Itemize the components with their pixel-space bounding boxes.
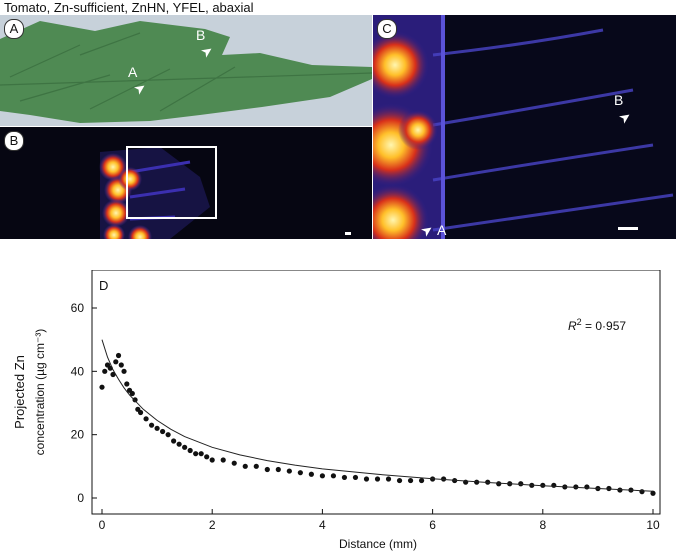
data-point bbox=[115, 352, 122, 359]
data-point bbox=[198, 451, 204, 457]
x-tick-label: 8 bbox=[539, 518, 546, 532]
data-point bbox=[160, 428, 166, 435]
data-point bbox=[99, 384, 105, 390]
x-tick-label: 10 bbox=[646, 518, 660, 532]
scale-bar bbox=[345, 232, 351, 235]
x-tick-label: 2 bbox=[209, 518, 216, 532]
data-point bbox=[124, 381, 130, 387]
data-point bbox=[253, 463, 259, 469]
data-point bbox=[220, 457, 226, 463]
data-point bbox=[463, 479, 469, 485]
panel-b-letter: B bbox=[4, 131, 24, 151]
data-point bbox=[231, 460, 237, 466]
data-point bbox=[102, 368, 108, 374]
x-tick-label: 6 bbox=[429, 518, 436, 532]
panel-a-leaf-photo: A A ➤ B ➤ bbox=[0, 15, 372, 126]
r-squared-label: R bbox=[568, 319, 577, 333]
y-tick-label: 60 bbox=[71, 301, 85, 315]
y-tick-label: 0 bbox=[77, 491, 84, 505]
panel-b-heatmap-overview: B bbox=[0, 127, 372, 239]
data-point bbox=[496, 481, 502, 487]
data-point bbox=[275, 466, 281, 473]
data-point bbox=[165, 432, 171, 438]
panel-c-heatmap-zoom: C B ➤ ➤ A bbox=[373, 15, 676, 239]
r-squared-value: = 0·957 bbox=[582, 319, 627, 333]
data-point bbox=[606, 485, 612, 492]
x-tick-label: 0 bbox=[99, 518, 106, 532]
data-point bbox=[396, 477, 403, 484]
data-point bbox=[374, 476, 381, 482]
x-tick-label: 4 bbox=[319, 518, 326, 532]
data-point bbox=[121, 368, 127, 374]
scale-bar bbox=[618, 227, 638, 230]
data-point bbox=[113, 359, 119, 365]
y-axis-label-line1: Projected Zn bbox=[12, 355, 27, 429]
data-point bbox=[286, 468, 292, 474]
data-point bbox=[584, 484, 590, 490]
data-point bbox=[118, 362, 124, 368]
data-point bbox=[639, 489, 645, 495]
data-point bbox=[204, 454, 210, 460]
data-point bbox=[319, 473, 325, 479]
data-point bbox=[176, 441, 182, 447]
plot-frame bbox=[91, 270, 661, 515]
data-point bbox=[385, 476, 392, 482]
data-point bbox=[352, 474, 359, 481]
marker-a-label: A bbox=[437, 222, 447, 238]
data-point bbox=[110, 371, 116, 378]
data-point bbox=[187, 447, 193, 454]
y-tick-label: 40 bbox=[71, 364, 85, 378]
heatmap-overview-illustration bbox=[99, 146, 217, 239]
data-point bbox=[363, 476, 370, 482]
data-point bbox=[129, 390, 135, 397]
data-point bbox=[518, 481, 524, 487]
r-squared-superscript: 2 bbox=[577, 317, 582, 327]
y-axis-label-line2: concentration (µg cm⁻³) bbox=[33, 329, 47, 456]
y-tick-label: 20 bbox=[71, 428, 85, 442]
r-squared-annotation: R2 = 0·957 bbox=[568, 317, 626, 333]
marker-a-label: A bbox=[128, 64, 138, 80]
data-point bbox=[148, 422, 155, 428]
data-point bbox=[171, 438, 177, 444]
x-axis-label: Distance (mm) bbox=[339, 537, 417, 551]
data-point bbox=[143, 416, 149, 422]
data-point bbox=[242, 463, 248, 469]
leaf-illustration bbox=[0, 21, 372, 123]
figure-title: Tomato, Zn-sufficient, ZnHN, YFEL, abaxi… bbox=[4, 0, 254, 15]
data-point bbox=[341, 474, 348, 481]
data-point bbox=[330, 473, 337, 479]
data-point bbox=[182, 444, 188, 450]
panel-a-letter: A bbox=[4, 19, 24, 39]
data-point bbox=[551, 482, 557, 488]
data-point bbox=[137, 409, 144, 416]
data-point bbox=[308, 471, 314, 477]
data-point bbox=[297, 470, 303, 476]
data-point bbox=[132, 397, 138, 403]
fit-curve bbox=[101, 339, 654, 492]
heatmap-zoom-illustration bbox=[373, 15, 676, 239]
data-point bbox=[209, 457, 215, 463]
data-point bbox=[193, 451, 199, 457]
data-point bbox=[650, 490, 656, 496]
data-point bbox=[407, 477, 414, 484]
data-point bbox=[264, 466, 270, 473]
axis-ticks: 0 2 4 6 8 10 0 20 40 60 bbox=[71, 301, 660, 532]
marker-b-label: B bbox=[614, 92, 624, 108]
data-point bbox=[418, 477, 425, 484]
marker-b-label: B bbox=[196, 27, 206, 43]
panel-c-letter: C bbox=[377, 19, 397, 39]
data-point bbox=[154, 425, 160, 431]
panel-d-letter: D bbox=[99, 278, 108, 293]
